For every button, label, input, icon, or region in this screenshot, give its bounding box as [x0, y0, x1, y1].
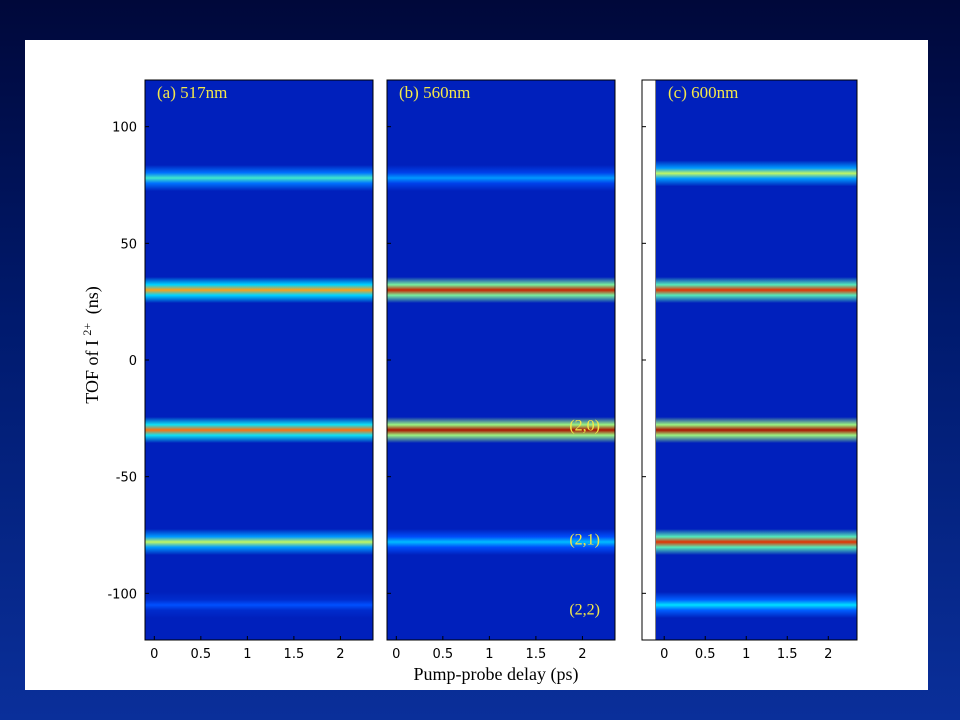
heatmap-panel-3: (c) 600nm	[641, 79, 858, 641]
heatmap-band	[656, 592, 857, 618]
panel-title: (a) 517nm	[157, 83, 227, 102]
x-tick-label: 0.5	[190, 647, 211, 662]
y-tick-label: 100	[112, 121, 137, 136]
x-tick-label: 1.5	[777, 647, 798, 662]
x-tick-label: 1	[243, 647, 251, 662]
heatmap-band	[145, 529, 373, 555]
heatmap-figure: (a) 517nm (b) 560nm (2,0) (2,1) (2,2) (c) 600…	[75, 79, 858, 685]
y-tick-label: -50	[116, 471, 137, 486]
heatmap-band	[145, 165, 373, 191]
x-tick-label: 2	[578, 647, 586, 662]
heatmap-background	[145, 80, 373, 640]
band-label: (2,1)	[569, 532, 600, 549]
heatmap-band	[656, 417, 857, 443]
x-axis-label: Pump-probe delay (ps)	[414, 664, 579, 685]
heatmap-band	[656, 160, 857, 187]
band-label: (2,0)	[569, 417, 600, 434]
x-tick-label: 0	[660, 647, 668, 662]
heatmap-band	[656, 529, 857, 555]
panel-title: (c) 600nm	[668, 83, 738, 102]
y-tick-label: 0	[129, 354, 137, 369]
heatmap-band	[387, 165, 615, 191]
y-axis: 100 50 0 -50 -100	[107, 121, 137, 603]
x-axis: 0 0.5 1 1.5 2 0 0.5 1 1.5 2 0 0.5 1 1.5 2	[150, 647, 832, 662]
y-axis-label-main: TOF of I	[82, 340, 102, 404]
x-tick-label: 1.5	[284, 647, 305, 662]
heatmap-band	[387, 529, 615, 555]
heatmap-panels: (a) 517nm (b) 560nm (2,0) (2,1) (2,2) (c) 600…	[144, 79, 858, 641]
heatmap-band	[145, 592, 373, 618]
x-tick-label: 1	[485, 647, 493, 662]
x-tick-label: 1.5	[526, 647, 547, 662]
y-axis-label: TOF of I 2+ (ns)	[75, 286, 103, 403]
x-tick-label: 2	[824, 647, 832, 662]
x-tick-label: 0	[392, 647, 400, 662]
heatmap-band	[387, 417, 615, 443]
x-tick-label: 1	[742, 647, 750, 662]
y-axis-label-unit: (ns)	[82, 286, 103, 314]
figure-panel: (a) 517nm (b) 560nm (2,0) (2,1) (2,2) (c) 600…	[25, 40, 928, 690]
y-tick-label: 50	[120, 237, 137, 252]
x-tick-label: 0	[150, 647, 158, 662]
y-tick-label: -100	[107, 587, 137, 602]
heatmap-background	[387, 80, 615, 640]
heatmap-panel-2: (b) 560nm (2,0) (2,1) (2,2)	[386, 79, 616, 641]
heatmap-band	[656, 277, 857, 303]
x-tick-label: 2	[336, 647, 344, 662]
heatmap-band	[145, 417, 373, 443]
band-label: (2,2)	[569, 602, 600, 619]
x-tick-label: 0.5	[432, 647, 453, 662]
heatmap-panel-1: (a) 517nm	[144, 79, 374, 641]
x-tick-label: 0.5	[695, 647, 716, 662]
heatmap-band	[145, 277, 373, 303]
y-axis-label-sup: 2+	[80, 323, 94, 336]
panel-title: (b) 560nm	[399, 83, 470, 102]
heatmap-band	[387, 277, 615, 303]
